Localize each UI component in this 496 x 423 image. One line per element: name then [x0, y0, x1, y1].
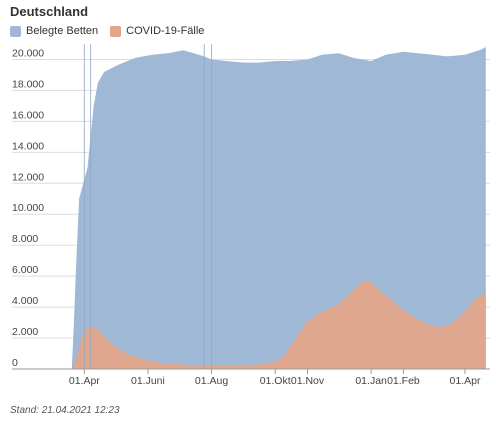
- x-tick-label: 01.Jan: [355, 375, 387, 387]
- y-tick-label: 10.000: [12, 202, 44, 214]
- x-tick-label: 01.Apr: [69, 375, 100, 387]
- y-tick-label: 16.000: [12, 109, 44, 121]
- y-tick-label: 20.000: [12, 47, 44, 59]
- y-tick-label: 12.000: [12, 171, 44, 183]
- x-tick-label: 01.Aug: [195, 375, 228, 387]
- y-tick-label: 14.000: [12, 140, 44, 152]
- chart-legend: Belegte Betten COVID-19-Fälle: [10, 25, 216, 37]
- x-tick-label: 01.Nov: [291, 375, 325, 387]
- y-tick-label: 0: [12, 357, 18, 369]
- legend-label-cases: COVID-19-Fälle: [126, 25, 205, 37]
- x-tick-label: 01.Juni: [131, 375, 165, 387]
- y-tick-label: 18.000: [12, 78, 44, 90]
- x-tick-label: 01.Feb: [387, 375, 420, 387]
- series-area-belegte-betten: [71, 47, 486, 369]
- area-chart: 0 2.000 4.000 6.000 8.000 10.000 12.000 14.000 1…: [12, 44, 490, 387]
- y-tick-label: 2.000: [12, 326, 38, 338]
- y-tick-label: 8.000: [12, 233, 38, 245]
- chart-title: Deutschland: [10, 4, 89, 19]
- legend-swatch-cases: [110, 25, 122, 37]
- legend-label-beds: Belegte Betten: [26, 25, 99, 37]
- timestamp-footer: Stand: 21.04.2021 12:23: [10, 405, 120, 416]
- y-tick-label: 4.000: [12, 295, 38, 307]
- y-tick-label: 6.000: [12, 264, 38, 276]
- legend-item-belegte-betten[interactable]: Belegte Betten: [10, 25, 98, 37]
- legend-swatch-beds: [10, 25, 21, 37]
- series-area-covid-faelle: [71, 280, 486, 369]
- x-tick-label: 01.Okt: [260, 375, 291, 387]
- x-tick-label: 01.Apr: [450, 375, 481, 387]
- legend-item-covid-faelle[interactable]: COVID-19-Fälle: [110, 25, 204, 37]
